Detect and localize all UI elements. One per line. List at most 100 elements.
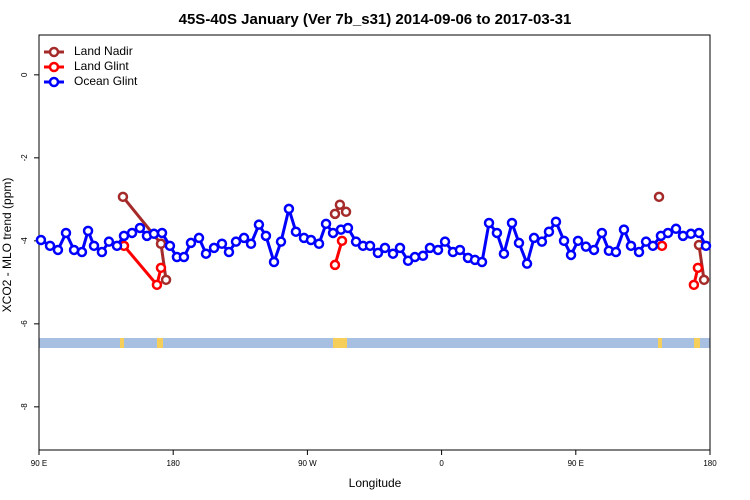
data-point <box>260 230 272 242</box>
data-point <box>700 240 712 252</box>
x-tick-label: 90 E <box>568 459 584 468</box>
data-point <box>340 206 352 218</box>
data-point <box>155 262 167 274</box>
data-point <box>155 238 167 249</box>
data-point <box>342 222 354 234</box>
data-point <box>151 279 163 291</box>
data-point <box>329 259 341 271</box>
data-point <box>670 223 682 235</box>
legend-label: Land Nadir <box>74 44 133 58</box>
x-axis-label: Longitude <box>349 476 402 490</box>
data-point <box>216 238 228 249</box>
data-point <box>305 234 317 246</box>
data-point <box>185 237 197 249</box>
data-point <box>96 246 108 258</box>
data-point <box>44 240 56 252</box>
data-point <box>230 236 242 247</box>
data-point <box>653 191 665 203</box>
series-line <box>122 244 163 289</box>
y-tick-label: -6 <box>20 320 29 328</box>
data-point <box>417 250 429 262</box>
y-axis-label: XCO2 - MLO trend (ppm) <box>0 178 14 313</box>
chart-title: 45S-40S January (Ver 7b_s31) 2014-09-06 … <box>179 11 572 28</box>
data-point <box>245 238 257 249</box>
data-point <box>565 249 577 261</box>
data-point <box>156 227 168 239</box>
legend-label: Land Glint <box>74 59 129 73</box>
legend-marker <box>48 46 60 58</box>
data-point <box>656 240 668 252</box>
data-point <box>275 236 287 247</box>
data-point <box>432 244 444 256</box>
data-point <box>238 232 250 244</box>
data-point <box>223 246 235 258</box>
data-point <box>379 242 391 254</box>
data-point <box>268 256 280 268</box>
data-point <box>329 208 341 220</box>
x-tick-label: 180 <box>703 459 717 468</box>
legend-marker <box>48 76 60 88</box>
data-point <box>253 219 265 230</box>
plot-frame <box>38 34 711 451</box>
data-point <box>52 244 64 256</box>
data-point <box>117 191 129 203</box>
data-point <box>572 235 584 247</box>
data-point <box>193 232 205 244</box>
data-point <box>35 234 47 246</box>
data-point <box>491 227 503 239</box>
x-tick-label: 0 <box>439 459 444 468</box>
data-point <box>536 236 548 247</box>
data-point <box>372 247 384 259</box>
surface-strip <box>39 338 710 348</box>
data-point <box>693 227 705 239</box>
data-point <box>208 242 220 254</box>
data-point <box>506 217 518 229</box>
data-point <box>633 246 645 258</box>
data-point <box>60 227 72 239</box>
data-point <box>662 227 674 239</box>
data-point <box>387 248 399 259</box>
data-point <box>126 227 138 239</box>
data-point <box>164 240 176 252</box>
data-point <box>596 227 608 239</box>
data-point <box>336 235 348 247</box>
data-point <box>334 199 346 210</box>
data-point <box>178 251 190 263</box>
legend-marker <box>48 61 60 73</box>
y-tick-label: -4 <box>20 237 29 245</box>
data-point <box>688 279 700 291</box>
data-point <box>148 228 160 240</box>
data-point <box>439 236 451 247</box>
data-point <box>476 256 488 268</box>
y-tick-label: -8 <box>20 403 29 411</box>
data-point <box>647 240 659 252</box>
data-point <box>283 203 295 215</box>
data-point <box>160 274 172 286</box>
data-point <box>513 237 525 249</box>
data-point <box>610 246 622 258</box>
data-point <box>698 274 710 286</box>
data-point <box>454 244 466 256</box>
data-point <box>424 242 436 254</box>
x-tick-label: 180 <box>167 459 181 468</box>
data-point <box>618 224 630 235</box>
series-line <box>697 244 706 281</box>
data-point <box>134 222 146 234</box>
data-point <box>313 238 325 249</box>
data-point <box>200 248 212 259</box>
data-point <box>76 246 88 258</box>
data-point <box>588 244 600 256</box>
legend-label: Ocean Glint <box>74 74 138 88</box>
data-point <box>118 230 130 242</box>
data-point <box>580 241 592 252</box>
x-tick-label: 90 W <box>298 459 317 468</box>
data-point <box>290 226 302 237</box>
data-point <box>625 240 637 252</box>
data-point <box>320 218 332 230</box>
data-point <box>692 262 704 274</box>
data-point <box>364 240 376 252</box>
data-point <box>550 216 562 227</box>
data-point <box>82 225 94 237</box>
data-point <box>685 228 697 240</box>
